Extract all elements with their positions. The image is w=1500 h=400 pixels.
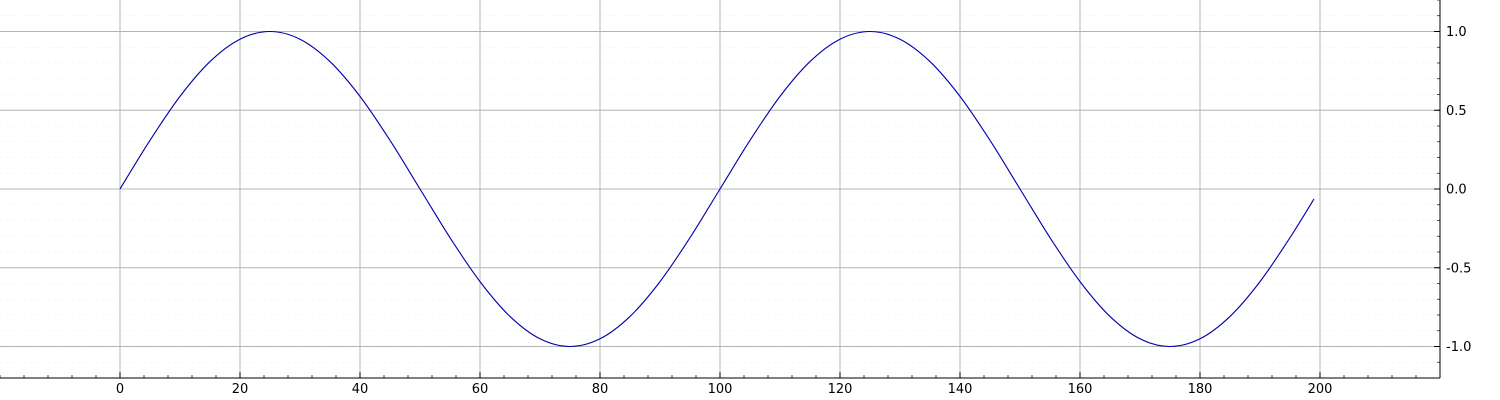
ticks (0, 0, 1441, 379)
x-tick-label: 160 (1068, 382, 1093, 397)
y-tick-label: 1.0 (1446, 25, 1467, 40)
y-tick-label: -0.5 (1446, 261, 1471, 276)
x-tick-label: 20 (232, 382, 249, 397)
x-tick-label: 80 (592, 382, 609, 397)
x-tick-label: 200 (1308, 382, 1333, 397)
y-tick-label: 0.0 (1446, 183, 1467, 198)
x-tick-label: 120 (828, 382, 853, 397)
x-tick-label: 100 (708, 382, 733, 397)
y-tick-label: 0.5 (1446, 104, 1467, 119)
x-tick-label: 180 (1188, 382, 1213, 397)
x-tick-label: 60 (472, 382, 489, 397)
x-tick-label: 0 (116, 382, 124, 397)
series-line (119, 30, 1315, 348)
series-layer (119, 30, 1315, 348)
y-tick-label: -1.0 (1446, 340, 1471, 355)
x-tick-label: 140 (948, 382, 973, 397)
tick-labels: 0 20 40 60 80 100 120 140 160 180 200 -1.0 -0.5 0.0 0.… (116, 25, 1472, 397)
x-tick-label: 40 (352, 382, 369, 397)
